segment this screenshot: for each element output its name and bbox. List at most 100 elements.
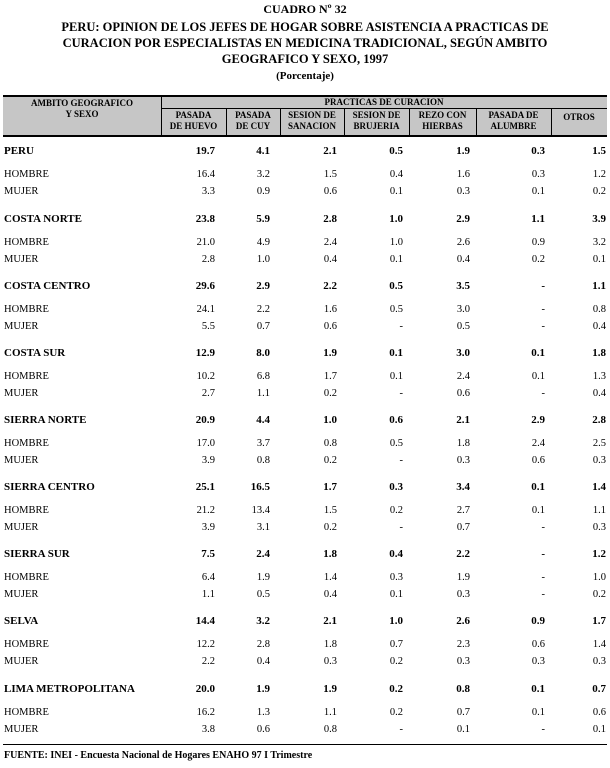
table-cell: 3.5 xyxy=(456,280,470,292)
title-line: GEOGRAFICO Y SEXO, 1997 xyxy=(221,52,389,66)
table-cell: 3.9 xyxy=(592,213,606,225)
table-cell: 0.3 xyxy=(456,186,470,197)
table-cell: 1.2 xyxy=(592,169,606,180)
table-cell: 1.4 xyxy=(323,572,337,583)
table-cell: 1.3 xyxy=(256,707,270,718)
table-cell: 0.4 xyxy=(389,169,403,180)
row-label: HOMBRE xyxy=(4,304,49,315)
column-header-line: SESION DE xyxy=(352,110,401,120)
row-header: AMBITO GEOGRAFICO Y SEXO xyxy=(3,98,161,120)
table-cell: 0.1 xyxy=(592,724,606,735)
table-cell: 0.4 xyxy=(256,656,270,667)
table-cell: 0.3 xyxy=(389,481,403,493)
row-label: SIERRA SUR xyxy=(4,548,70,560)
table-cell: 2.2 xyxy=(323,280,337,292)
row-header-line: Y SEXO xyxy=(65,109,99,119)
table-cell: 1.1 xyxy=(531,213,545,225)
table-row: HOMBRE 24.1 2.2 1.6 0.5 3.0 - 0.8 xyxy=(0,304,610,320)
table-cell: 0.1 xyxy=(531,707,545,718)
table-cell: - xyxy=(399,724,404,735)
table-cell: 21.2 xyxy=(196,505,215,516)
table-cell: 0.6 xyxy=(389,414,403,426)
table-cell: 1.8 xyxy=(456,438,470,449)
table-cell: 14.4 xyxy=(195,615,215,627)
table-cell: 2.7 xyxy=(201,388,215,399)
column-header-line: SESION DE xyxy=(288,110,336,120)
column-header: REZO CON HIERBAS xyxy=(409,110,476,132)
table-cell: 6.4 xyxy=(201,572,215,583)
table-cell: - xyxy=(399,522,404,533)
table-cell: 0.1 xyxy=(456,724,470,735)
group-header: PRACTICAS DE CURACION xyxy=(324,97,444,107)
table-row: MUJER 3.9 3.1 0.2 - 0.7 - 0.3 xyxy=(0,522,610,538)
table-cell: 1.1 xyxy=(592,505,606,516)
table-cell: 0.6 xyxy=(323,321,337,332)
table-cell: 0.1 xyxy=(592,254,606,265)
table-cell: 0.2 xyxy=(592,186,606,197)
table-cell: 0.9 xyxy=(531,237,545,248)
table-cell: 0.1 xyxy=(531,186,545,197)
row-label: HOMBRE xyxy=(4,639,49,650)
table-cell: 2.5 xyxy=(592,438,606,449)
column-header: SESION DE BRUJERIA xyxy=(344,110,409,132)
table-row: HOMBRE 12.2 2.8 1.8 0.7 2.3 0.6 1.4 xyxy=(0,639,610,655)
table-cell: 0.6 xyxy=(323,186,337,197)
row-label: PERU xyxy=(4,145,34,157)
table-cell: 1.5 xyxy=(323,505,337,516)
column-header: OTROS xyxy=(551,112,607,123)
table-cell: 0.8 xyxy=(323,438,337,449)
row-header-line: AMBITO GEOGRAFICO xyxy=(30,98,134,108)
table-cell: 2.8 xyxy=(256,639,270,650)
table-cell: 0.4 xyxy=(323,589,337,600)
table-cell: 2.4 xyxy=(531,438,545,449)
table-cell: 0.1 xyxy=(531,371,545,382)
table-cell: 3.4 xyxy=(456,481,470,493)
column-header-line: PASADA xyxy=(175,110,212,120)
table-cell: 0.3 xyxy=(592,455,606,466)
table-cell: 0.7 xyxy=(456,707,470,718)
table-cell: 24.1 xyxy=(196,304,215,315)
table-cell: 0.1 xyxy=(531,347,545,359)
table-cell: 0.7 xyxy=(256,321,270,332)
table-cell: 0.1 xyxy=(531,683,545,695)
table-cell: 2.9 xyxy=(456,213,470,225)
table-cell: 0.3 xyxy=(531,145,545,157)
row-label: HOMBRE xyxy=(4,438,49,449)
table-cell: 1.6 xyxy=(456,169,470,180)
table-cell: 1.1 xyxy=(256,388,270,399)
table-cell: 2.1 xyxy=(323,145,337,157)
table-cell: 2.9 xyxy=(256,280,270,292)
table-cell: - xyxy=(541,321,546,332)
row-label: MUJER xyxy=(4,321,39,332)
table-cell: - xyxy=(541,589,546,600)
table-row: HOMBRE 16.2 1.3 1.1 0.2 0.7 0.1 0.6 xyxy=(0,707,610,723)
table-cell: 0.2 xyxy=(323,522,337,533)
table-row: SIERRA CENTRO 25.1 16.5 1.7 0.3 3.4 0.1 1.4 xyxy=(0,481,610,497)
table-cell: - xyxy=(541,522,546,533)
table-cell: 0.3 xyxy=(389,572,403,583)
column-header-line: PASADA DE xyxy=(488,110,539,120)
table-cell: 17.0 xyxy=(196,438,215,449)
table-cell: 1.7 xyxy=(323,481,337,493)
table-cell: 0.7 xyxy=(456,522,470,533)
table-cell: 2.1 xyxy=(456,414,470,426)
table-cell: 1.5 xyxy=(323,169,337,180)
table-row: MUJER 5.5 0.7 0.6 - 0.5 - 0.4 xyxy=(0,321,610,337)
table-row: HOMBRE 17.0 3.7 0.8 0.5 1.8 2.4 2.5 xyxy=(0,438,610,454)
table-cell: 4.1 xyxy=(256,145,270,157)
table-cell: 3.2 xyxy=(256,615,270,627)
table-cell: 5.5 xyxy=(201,321,215,332)
table-cell: 2.4 xyxy=(456,371,470,382)
table-cell: 13.4 xyxy=(251,505,270,516)
unit-label: (Porcentaje) xyxy=(276,70,334,82)
table-cell: 0.2 xyxy=(389,707,403,718)
column-header: PASADA DE HUEVO xyxy=(161,110,226,132)
table-cell: 20.0 xyxy=(195,683,215,695)
column-header-line: OTROS xyxy=(563,112,595,122)
table-cell: 2.4 xyxy=(323,237,337,248)
table-cell: 0.3 xyxy=(592,656,606,667)
row-label: COSTA NORTE xyxy=(4,213,82,225)
table-cell: - xyxy=(541,548,545,560)
table-cell: 1.4 xyxy=(592,481,606,493)
column-header-line: HIERBAS xyxy=(422,121,463,131)
